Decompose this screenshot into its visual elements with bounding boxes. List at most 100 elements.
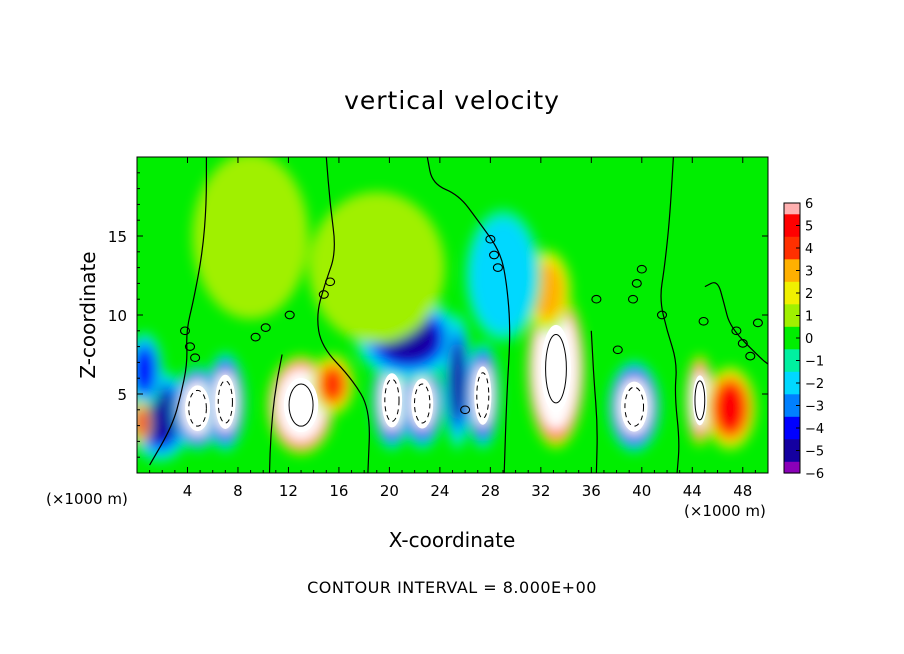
colorbar-band [784, 236, 800, 249]
field-cell-band [320, 366, 346, 403]
colorbar-band [784, 349, 800, 362]
x-tick-label: 40 [632, 482, 651, 500]
field-cell-band [449, 342, 466, 420]
cell-contour [624, 386, 645, 427]
colorbar-band [784, 225, 800, 238]
colorbar-band [784, 450, 800, 463]
zero-contour-loop [284, 310, 295, 320]
zero-contour-loop [631, 279, 642, 288]
cell-contour [188, 389, 207, 427]
zero-contour-loop [636, 264, 647, 274]
cell-contour [545, 334, 567, 404]
cell-contour [476, 372, 490, 419]
cell-core [541, 324, 571, 413]
zero-contour-loop [492, 263, 503, 272]
field-cell-band [137, 410, 146, 435]
zero-contour-loop [179, 326, 191, 336]
cell-contour [217, 380, 233, 424]
field-cell-band [317, 201, 436, 334]
field-cell-band [137, 348, 156, 393]
zero-contour-loop [260, 323, 271, 332]
field-cell-band [716, 385, 745, 431]
zero-contour-line [317, 157, 370, 473]
x-unit-label-right: (×1000 m) [684, 502, 766, 520]
field-cell-band [471, 219, 535, 332]
colorbar-band [784, 416, 800, 429]
colorbar-tick-label: 2 [805, 287, 813, 302]
colorbar-tick-label: 1 [805, 310, 813, 325]
zero-contour-loop [485, 234, 496, 244]
zero-contour-loop [698, 316, 709, 326]
chart-title: vertical velocity [344, 86, 560, 115]
zero-contour-loop [190, 353, 201, 363]
x-axis-label: X-coordinate [388, 528, 516, 552]
field-cell [308, 191, 445, 344]
zero-contour-loop [656, 310, 668, 320]
zero-contour-line [590, 330, 598, 473]
colorbar-band [784, 214, 800, 227]
colorbar-band [784, 259, 800, 272]
x-tick-label: 36 [582, 482, 601, 500]
x-tick-label: 20 [380, 482, 399, 500]
zero-contour-line [704, 282, 768, 365]
colorbar-tick-label: 0 [805, 332, 813, 347]
y-tick-label: 15 [108, 228, 127, 246]
field-cell-band [192, 157, 309, 320]
field-cell [137, 332, 163, 409]
y-tick-label: 5 [117, 386, 127, 404]
x-tick-label: 8 [233, 482, 243, 500]
colorbar-band [784, 461, 800, 474]
colorbar-tick-label: −2 [805, 377, 824, 392]
zero-contour-loop [489, 250, 500, 260]
field-cell [443, 313, 472, 450]
colorbar-tick-label: 5 [805, 220, 813, 235]
zero-contour-loop [325, 277, 336, 287]
field-cell [465, 209, 541, 342]
zero-contour-loop [731, 326, 742, 336]
field-cell [192, 157, 309, 320]
zero-contour-loop [612, 345, 623, 355]
colorbar-band [784, 248, 800, 260]
cell-contour [694, 380, 706, 421]
x-tick-label: 4 [183, 482, 193, 500]
colorbar-tick-label: −6 [805, 467, 824, 482]
field-cell [704, 366, 756, 450]
x-tick-label: 32 [531, 482, 550, 500]
zero-contour-line [268, 354, 283, 473]
x-tick-label: 44 [683, 482, 702, 500]
zero-contour-loop [591, 294, 602, 304]
colorbar-band [784, 281, 800, 294]
colorbar-band [784, 338, 800, 350]
colorbar-band [784, 270, 800, 283]
zero-contour-loop [627, 294, 639, 304]
colorbar-tick-label: −3 [805, 400, 824, 415]
colorbar-band [784, 439, 800, 452]
zero-contour-loop [745, 351, 756, 361]
x-tick-label: 16 [329, 482, 348, 500]
zero-contour-line [149, 157, 208, 466]
colorbar-band [784, 383, 800, 395]
zero-contour-loop [737, 339, 748, 348]
colorbar-band [784, 428, 800, 440]
colorbar-tick-label: −1 [805, 355, 824, 370]
colorbar-band [784, 304, 800, 317]
colorbar-band [784, 394, 800, 407]
zero-contour-loop [752, 318, 763, 328]
x-tick-label: 24 [430, 482, 449, 500]
y-tick-label: 10 [108, 307, 127, 325]
colorbar-tick-label: −5 [805, 445, 824, 460]
colorbar-tick-label: 4 [805, 242, 813, 257]
x-tick-label: 48 [733, 482, 752, 500]
colorbar-band [784, 315, 800, 328]
field-cell [137, 399, 150, 446]
colorbar-band [784, 371, 800, 384]
cell-contour [414, 383, 431, 424]
colorbar-band [784, 293, 800, 305]
colorbar-band [784, 405, 800, 418]
colorbar-band [784, 326, 800, 339]
zero-contour-loop [184, 342, 196, 351]
colorbar: 6 5 4 3 2 1 0 −1 −2 −3 −4 −5 −6 [783, 197, 824, 482]
colorbar-band [784, 360, 800, 373]
